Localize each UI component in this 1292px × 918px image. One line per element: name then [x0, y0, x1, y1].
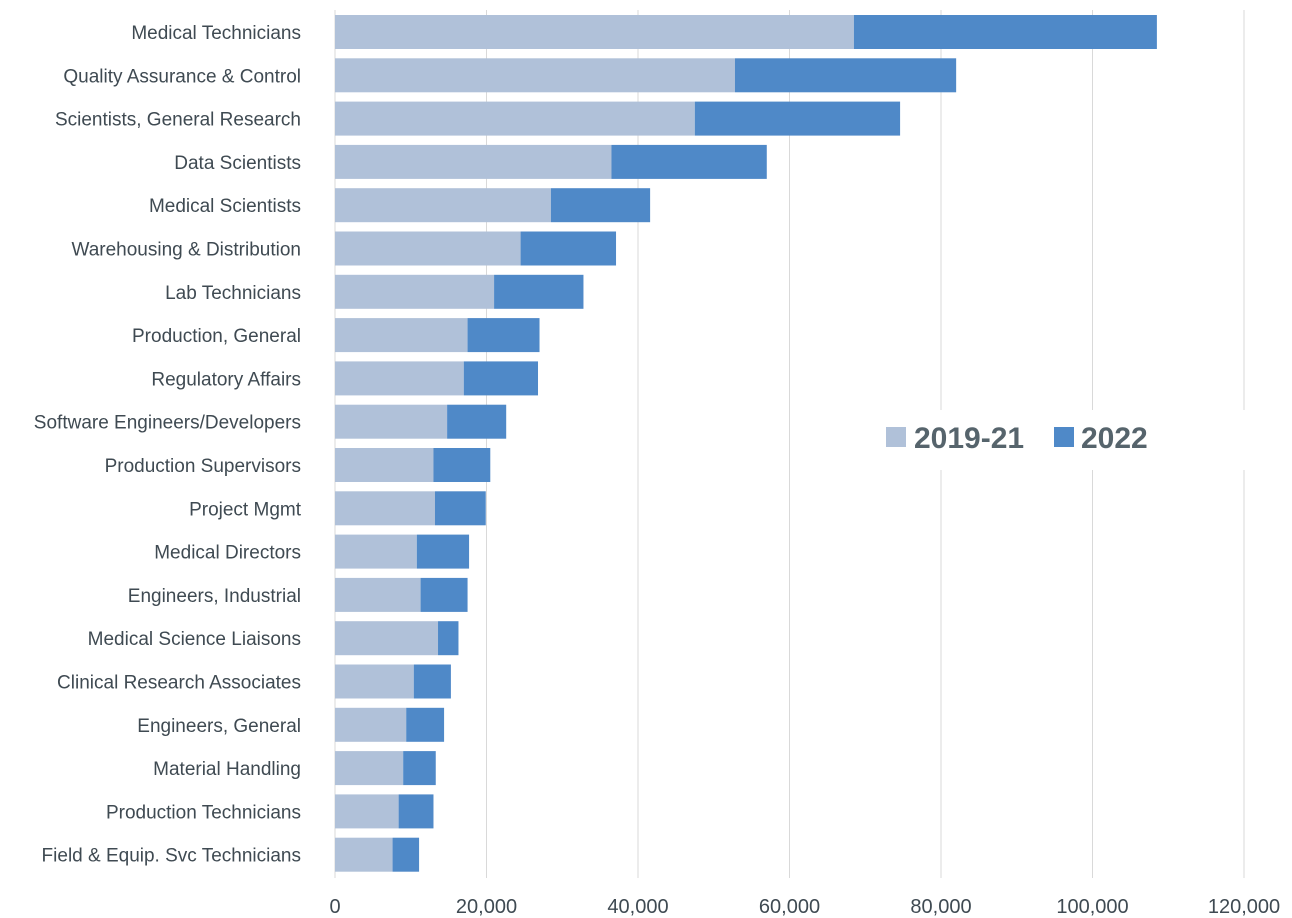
category-label-18: Production Technicians: [106, 802, 301, 823]
category-label-15: Clinical Research Associates: [57, 673, 301, 694]
category-label-8: Regulatory Affairs: [151, 369, 301, 390]
category-label-16: Engineers, General: [137, 716, 301, 737]
x-tick-label-3: 60,000: [759, 896, 820, 918]
bar-2022-0: [853, 15, 1157, 49]
category-label-11: Project Mgmt: [189, 499, 302, 520]
bar-2022-10: [433, 448, 491, 482]
x-tick-label-6: 120,000: [1208, 896, 1280, 918]
bar-2022-13: [420, 577, 468, 612]
category-label-7: Production, General: [132, 326, 301, 347]
bar-2019-21-9: [335, 404, 448, 439]
bar-2019-21-14: [335, 621, 439, 656]
bar-2022-11: [434, 491, 486, 526]
bar-2019-21-8: [335, 361, 464, 396]
bar-2019-21-7: [335, 318, 468, 353]
bar-2022-9: [447, 404, 507, 439]
bar-2022-8: [463, 361, 539, 396]
bar-2019-21-6: [335, 274, 495, 309]
category-label-6: Lab Technicians: [165, 283, 301, 304]
bar-2022-4: [550, 188, 651, 223]
category-label-2: Scientists, General Research: [55, 110, 301, 131]
bar-2019-21-5: [335, 231, 521, 266]
bar-2019-21-11: [335, 491, 435, 526]
bar-2019-21-17: [335, 751, 404, 786]
legend-background: [870, 410, 1292, 470]
x-tick-label-5: 100,000: [1056, 896, 1128, 918]
category-label-0: Medical Technicians: [131, 23, 301, 44]
category-label-19: Field & Equip. Svc Technicians: [42, 846, 301, 867]
category-label-10: Production Supervisors: [105, 456, 301, 477]
bar-2019-21-13: [335, 577, 421, 612]
bar-2022-18: [398, 794, 434, 829]
legend-swatch-2019-21: [886, 427, 906, 447]
bar-2022-16: [406, 707, 445, 742]
bar-2019-21-2: [335, 101, 695, 136]
legend-label-2019-21: 2019-21: [914, 422, 1024, 455]
category-label-13: Engineers, Industrial: [128, 586, 301, 607]
category-label-17: Material Handling: [153, 759, 301, 780]
bar-2022-3: [611, 144, 767, 179]
bar-2019-21-19: [335, 837, 393, 872]
x-tick-label-1: 20,000: [456, 896, 517, 918]
bar-2019-21-15: [335, 664, 414, 699]
bar-2022-6: [494, 274, 584, 309]
bar-2022-1: [734, 58, 957, 93]
bars: [335, 15, 1157, 872]
bar-2019-21-0: [335, 15, 854, 49]
category-label-9: Software Engineers/Developers: [34, 413, 301, 434]
bar-2022-14: [438, 621, 459, 656]
bar-2019-21-3: [335, 144, 612, 179]
category-label-3: Data Scientists: [174, 153, 301, 174]
x-tick-label-2: 40,000: [607, 896, 668, 918]
bar-2022-19: [392, 837, 420, 872]
bar-2022-17: [403, 751, 436, 786]
bar-2022-2: [694, 101, 901, 136]
bar-2022-12: [416, 534, 470, 569]
bar-2019-21-12: [335, 534, 417, 569]
x-tick-label-4: 80,000: [910, 896, 971, 918]
bar-2019-21-10: [335, 448, 434, 482]
bar-2019-21-16: [335, 707, 407, 742]
category-label-4: Medical Scientists: [149, 196, 301, 217]
bar-2019-21-4: [335, 188, 551, 223]
bar-2019-21-1: [335, 58, 735, 93]
bar-2022-7: [467, 318, 540, 353]
category-label-14: Medical Science Liaisons: [88, 629, 301, 650]
bar-2022-5: [520, 231, 617, 266]
legend: 2019-21 2022: [870, 410, 1292, 470]
x-tick-label-0: 0: [329, 896, 340, 918]
category-label-1: Quality Assurance & Control: [63, 66, 301, 87]
bar-2022-15: [413, 664, 451, 699]
category-label-12: Medical Directors: [154, 543, 301, 564]
x-axis-tick-labels: 0 20,000 40,000 60,000 80,000 100,000 120,000: [329, 896, 1280, 918]
legend-swatch-2022: [1054, 427, 1074, 447]
bar-2019-21-18: [335, 794, 399, 829]
category-label-5: Warehousing & Distribution: [71, 240, 301, 261]
legend-label-2022: 2022: [1081, 422, 1148, 455]
category-labels: Medical Technicians Quality Assurance & C…: [34, 23, 302, 867]
